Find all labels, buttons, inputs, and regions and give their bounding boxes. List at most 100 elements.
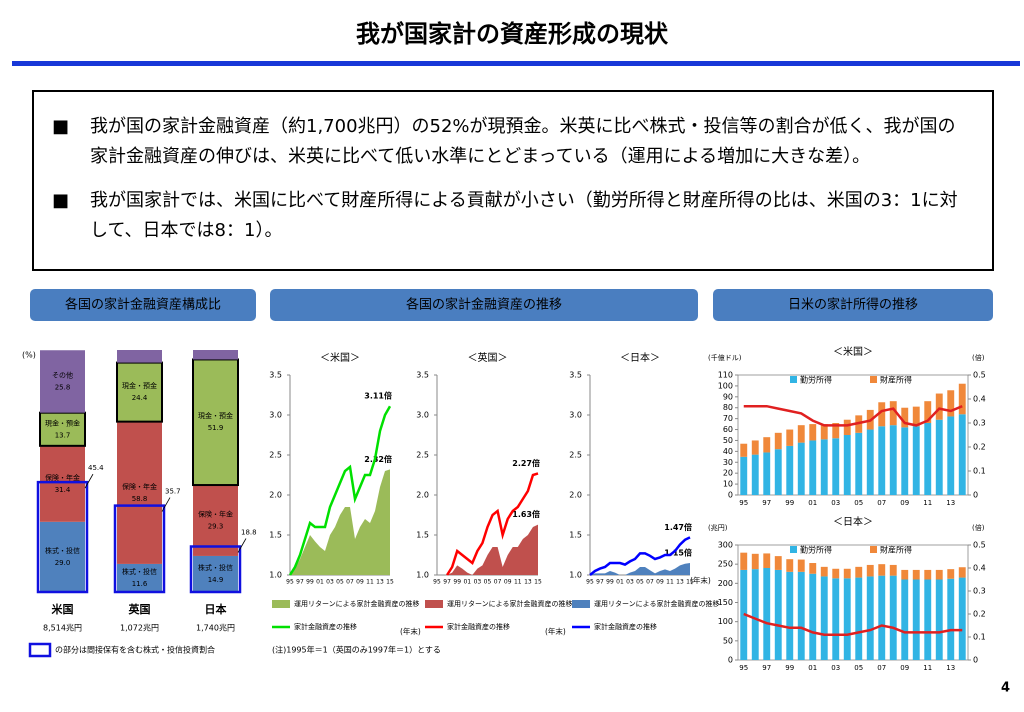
data-label: 58.8 bbox=[132, 495, 148, 503]
bar-segment bbox=[935, 579, 943, 660]
segment-name: 保険・年金 bbox=[122, 482, 157, 491]
x-tick-label: 05 bbox=[484, 579, 492, 586]
indirect-box bbox=[113, 504, 166, 594]
x-tick-label: 05 bbox=[336, 579, 344, 586]
bar-segment bbox=[40, 521, 85, 592]
bullet: 我が国の家計金融資産（約1,700兆円）の52%が現預金。米英に比べ株式・投信等… bbox=[52, 112, 970, 172]
bar-segment bbox=[901, 579, 909, 660]
box-label: 18.8 bbox=[241, 529, 257, 537]
bar-segment bbox=[901, 569, 909, 580]
y-tick-label: 3.0 bbox=[269, 411, 282, 420]
area bbox=[590, 563, 690, 575]
x-tick-label: 11 bbox=[366, 579, 374, 586]
x-tick-label: 97 bbox=[596, 579, 604, 586]
x-tick-label: 05 bbox=[854, 664, 863, 672]
x-tick-label: 05 bbox=[854, 499, 863, 507]
x-tick-label: 05 bbox=[636, 579, 644, 586]
leader-line bbox=[237, 538, 247, 553]
page-number: 4 bbox=[1001, 681, 1010, 696]
x-tick-label: 01 bbox=[463, 579, 471, 586]
data-label: 29.3 bbox=[208, 522, 224, 530]
y2-tick-label: 0.4 bbox=[973, 564, 986, 573]
bar-segment bbox=[786, 559, 794, 572]
line bbox=[446, 472, 539, 576]
bar-segment bbox=[866, 576, 874, 660]
x-tick-label: 13 bbox=[946, 664, 955, 672]
total-label: 8,514兆円 bbox=[43, 623, 82, 633]
panel-title: ＜米国＞ bbox=[833, 345, 873, 358]
legend-label: 財産所得 bbox=[880, 545, 912, 555]
bar-segment bbox=[751, 569, 759, 660]
bar-segment bbox=[820, 439, 828, 495]
y-tick-label: 70 bbox=[723, 414, 733, 423]
end-label: 2.32倍 bbox=[364, 454, 392, 464]
y-tick-label: 3.5 bbox=[269, 371, 282, 380]
y-tick-label: 1.5 bbox=[416, 531, 429, 540]
x-tick-label: 07 bbox=[877, 664, 886, 672]
legend-swatch bbox=[790, 376, 797, 383]
bar-segment bbox=[820, 424, 828, 440]
axis-unit: (倍) bbox=[972, 523, 985, 532]
bar-segment bbox=[763, 437, 771, 453]
bar-segment bbox=[878, 402, 886, 427]
bar-segment bbox=[117, 563, 162, 592]
x-tick-label: 13 bbox=[524, 579, 532, 586]
section-tab bbox=[713, 289, 993, 321]
bar-segment bbox=[740, 456, 748, 495]
y-tick-label: 110 bbox=[718, 371, 733, 380]
y2-tick-label: 0.2 bbox=[973, 610, 986, 619]
y2-tick-label: 0.3 bbox=[973, 587, 986, 596]
section-tab bbox=[30, 289, 256, 321]
bar-segment bbox=[855, 577, 863, 660]
bar-segment bbox=[740, 552, 748, 570]
segment-name: 株式・投信 bbox=[122, 567, 157, 576]
bar-segment bbox=[935, 419, 943, 495]
bar-segment bbox=[866, 564, 874, 577]
data-label: 11.6 bbox=[132, 580, 148, 588]
bar-segment bbox=[740, 443, 748, 457]
bar-segment bbox=[889, 425, 897, 495]
bar-segment bbox=[958, 383, 966, 415]
x-tick-label: 07 bbox=[494, 579, 502, 586]
x-tick-label: 15 bbox=[534, 579, 542, 586]
title-rule bbox=[12, 61, 1020, 66]
y-tick-label: 60 bbox=[723, 425, 733, 434]
data-label: 29.0 bbox=[55, 559, 71, 567]
y-tick-label: 250 bbox=[718, 560, 733, 569]
x-tick-label: 13 bbox=[676, 579, 684, 586]
x-tick-label: 09 bbox=[900, 499, 909, 507]
line bbox=[589, 536, 691, 576]
panel-title: ＜米国＞ bbox=[320, 351, 360, 364]
bar-segment bbox=[763, 452, 771, 495]
x-tick-label: 13 bbox=[376, 579, 384, 586]
x-tick-label: 97 bbox=[762, 664, 771, 672]
data-label: 14.9 bbox=[208, 576, 224, 584]
x-tick-label: 09 bbox=[900, 664, 909, 672]
bar-segment bbox=[924, 569, 932, 580]
leader-line bbox=[161, 497, 171, 512]
bar-segment bbox=[855, 432, 863, 495]
y2-tick-label: 0.3 bbox=[973, 419, 986, 428]
bar-segment bbox=[947, 416, 955, 495]
legend-label: 家計金融資産の推移 bbox=[294, 622, 357, 631]
y2-tick-label: 0 bbox=[973, 656, 978, 665]
section-label: 各国の家計金融資産の推移 bbox=[406, 297, 562, 313]
bar-segment bbox=[40, 350, 85, 413]
segment-name: 現金・預金 bbox=[198, 411, 233, 420]
x-tick-label: 15 bbox=[686, 579, 694, 586]
bar-segment bbox=[116, 361, 163, 423]
y-tick-label: 50 bbox=[723, 436, 733, 445]
y-tick-label: 2.5 bbox=[569, 451, 582, 460]
x-tick-label: 95 bbox=[433, 579, 441, 586]
bar-segment bbox=[117, 350, 162, 363]
legend-label: 勤労所得 bbox=[800, 545, 832, 555]
legend-swatch bbox=[790, 546, 797, 553]
bar-segment bbox=[786, 445, 794, 495]
x-tick-label: 03 bbox=[831, 664, 840, 672]
bar-segment bbox=[809, 573, 817, 660]
end-label: 1.47倍 bbox=[664, 522, 692, 532]
plot-frame bbox=[737, 374, 969, 496]
y-tick-label: 90 bbox=[723, 392, 733, 401]
y-tick-label: 2.5 bbox=[416, 451, 429, 460]
section-label: 日米の家計所得の推移 bbox=[788, 297, 918, 313]
